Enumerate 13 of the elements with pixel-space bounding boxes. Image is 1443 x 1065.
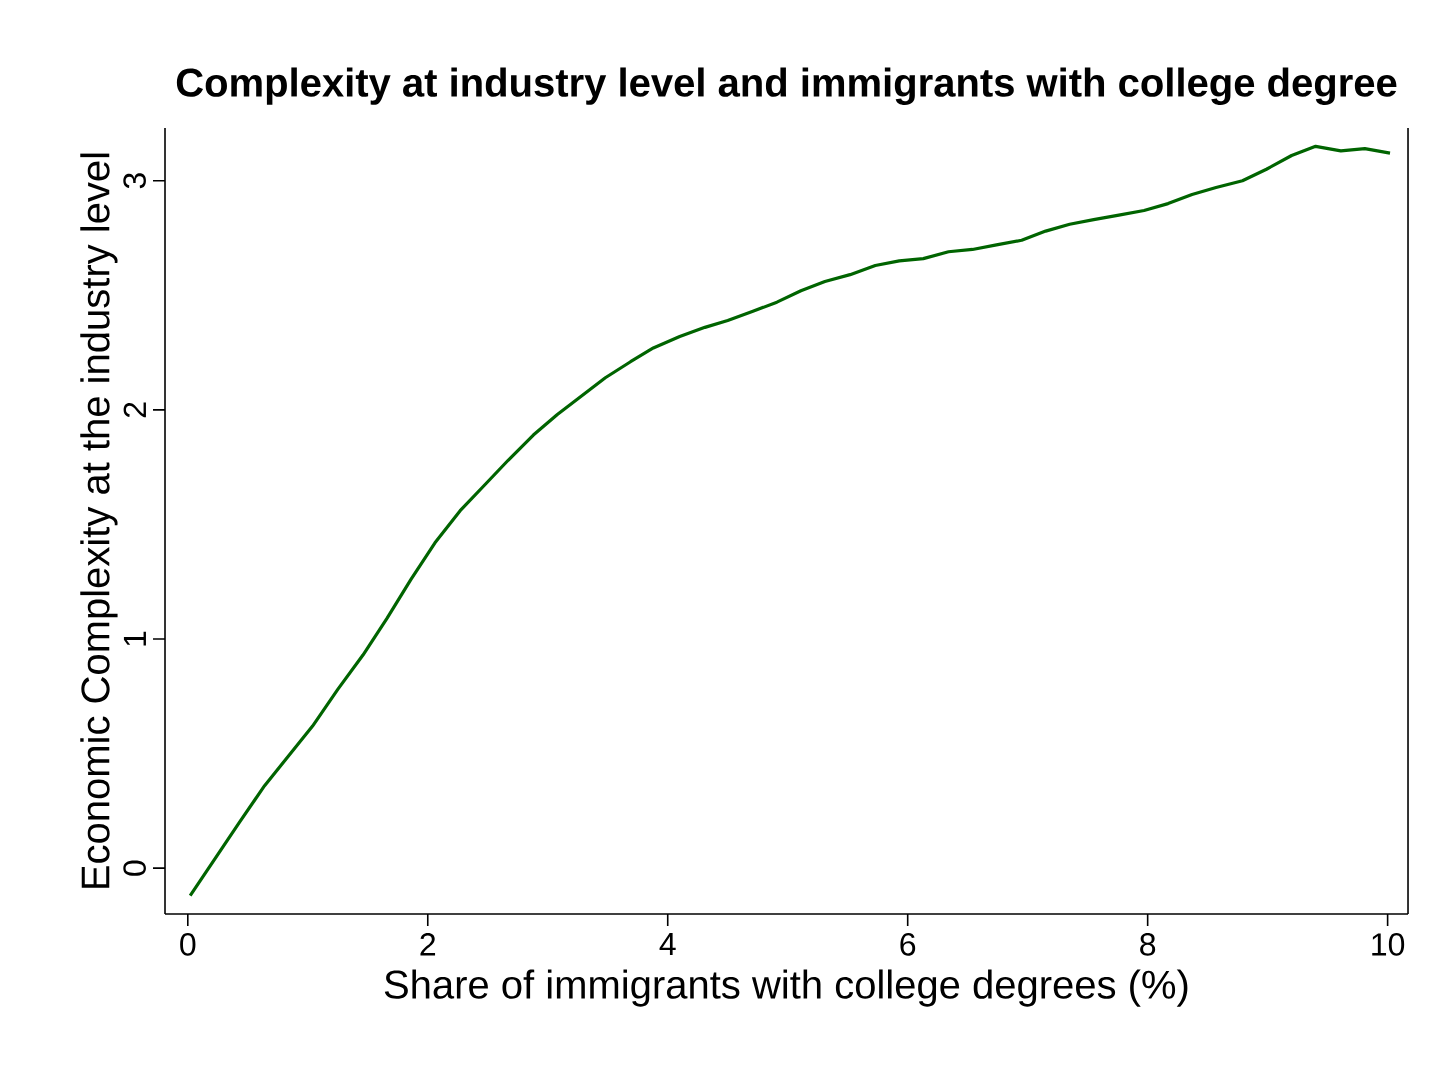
x-tick-label: 2 [420,933,436,956]
y-tick-label: 3 [123,173,146,189]
x-tick-label: 6 [900,933,916,956]
x-tick-label: 8 [1140,933,1156,956]
x-tick-label: 4 [659,933,676,956]
y-tick-label: 2 [123,402,146,418]
chart-title: Complexity at industry level and immigrants with college degree [176,67,1397,105]
x-axis-title: Share of immigrants with college degrees (%) [384,969,1188,1007]
y-tick-label: 1 [123,631,146,646]
x-tick-label: 0 [180,933,196,956]
x-tick-label: 10 [1372,933,1405,956]
y-tick-label: 0 [123,860,146,876]
y-axis-title: Economic Complexity at the industry level [80,153,118,888]
